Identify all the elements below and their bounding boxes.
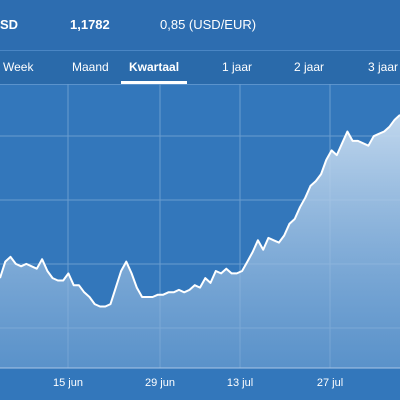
inverse-rate: 0,85 (USD/EUR) — [160, 17, 257, 32]
x-axis-ticks: 15 jun 29 jun 13 jul 27 jul — [53, 377, 343, 389]
quote-header: SD 1,1782 0,85 (USD/EUR) — [0, 0, 400, 50]
series-area — [0, 114, 400, 369]
currency-pair-symbol: SD — [0, 17, 19, 32]
tab-month[interactable]: Maand — [72, 60, 109, 74]
tab-week[interactable]: Week — [3, 60, 34, 74]
series-line — [0, 114, 400, 308]
rate-chart: 15 jun 29 jun 13 jul 27 jul — [0, 84, 400, 389]
x-tick-label: 29 jun — [145, 377, 175, 389]
x-tick-label: 27 jul — [317, 377, 343, 389]
period-tabs: Week Maand Kwartaal 1 jaar 2 jaar 3 jaar — [0, 50, 400, 85]
exchange-rate: 1,1782 — [70, 17, 110, 32]
x-tick-label: 15 jun — [53, 377, 83, 389]
tab-1-year[interactable]: 1 jaar — [222, 60, 253, 74]
tab-quarter[interactable]: Kwartaal — [121, 51, 188, 84]
tab-2-year[interactable]: 2 jaar — [294, 60, 325, 74]
tab-3-year[interactable]: 3 jaar — [368, 60, 399, 74]
x-tick-label: 13 jul — [227, 377, 253, 389]
